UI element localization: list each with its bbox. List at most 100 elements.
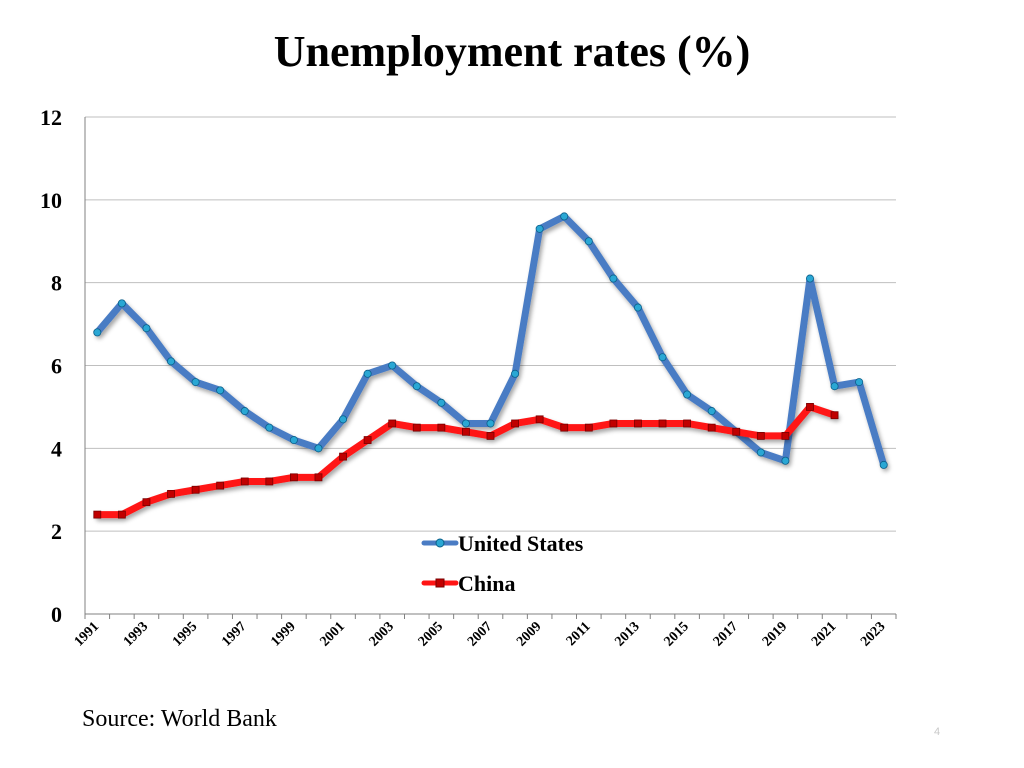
y-tick-label: 12 <box>40 105 62 130</box>
data-point-china <box>535 415 544 424</box>
data-point-china <box>117 510 126 519</box>
x-tick-label: 2013 <box>612 619 642 649</box>
series-line-united-states <box>93 212 888 469</box>
data-point-united-states <box>683 390 692 399</box>
data-point-china <box>486 432 495 440</box>
data-point-united-states <box>830 382 839 391</box>
data-point-united-states <box>879 460 888 469</box>
data-point-china <box>363 436 372 444</box>
series-layer <box>93 212 888 519</box>
data-point-china <box>93 510 102 519</box>
data-point-united-states <box>412 382 421 391</box>
legend-marker-united-states <box>435 538 445 548</box>
data-point-united-states <box>240 407 249 416</box>
x-tick-label: 2007 <box>465 619 495 649</box>
data-point-united-states <box>633 303 642 312</box>
x-tick-label: 1995 <box>170 619 200 649</box>
data-point-china <box>781 432 790 440</box>
legend-label-china: China <box>458 571 515 596</box>
data-point-china <box>756 432 765 440</box>
data-point-china <box>732 427 741 436</box>
series-united-states <box>93 212 888 469</box>
y-tick-label: 8 <box>51 271 62 296</box>
x-tick-label: 2023 <box>858 619 888 649</box>
data-point-united-states <box>781 456 790 465</box>
x-tick-label: 1997 <box>219 619 249 649</box>
data-point-united-states <box>805 274 814 283</box>
x-tick-label: 2015 <box>662 619 692 649</box>
data-point-united-states <box>363 369 372 378</box>
data-point-united-states <box>855 378 864 387</box>
x-tick-label: 2017 <box>711 619 741 649</box>
axes <box>84 117 897 619</box>
data-point-china <box>707 423 716 432</box>
data-point-china <box>830 411 839 420</box>
x-tick-label: 2011 <box>564 619 594 649</box>
x-tick-label: 1993 <box>121 619 151 649</box>
data-point-china <box>314 473 323 482</box>
y-axis-ticks: 0 2 4 6 8 10 12 <box>40 105 62 627</box>
series-china <box>93 403 839 519</box>
data-point-china <box>511 419 519 428</box>
data-point-united-states <box>461 419 470 428</box>
data-point-united-states <box>265 423 274 432</box>
data-point-united-states <box>707 407 716 416</box>
x-tick-label: 2005 <box>416 619 446 649</box>
data-point-united-states <box>339 415 348 424</box>
x-axis-ticks: 1991 1993 1995 1997 1999 2001 2003 2005 2007 2009… <box>72 619 889 649</box>
y-tick-label: 4 <box>51 436 62 461</box>
data-point-china <box>806 403 814 411</box>
data-point-united-states <box>167 357 176 366</box>
y-tick-label: 6 <box>51 354 62 379</box>
data-point-united-states <box>216 386 225 395</box>
y-tick-label: 0 <box>51 602 62 627</box>
chart-title: Unemployment rates (%) <box>273 27 751 76</box>
data-point-united-states <box>289 436 298 445</box>
data-point-china <box>167 489 175 498</box>
data-point-united-states <box>560 212 569 221</box>
data-point-china <box>584 423 593 432</box>
data-point-united-states <box>314 444 323 453</box>
y-tick-label: 2 <box>51 519 62 544</box>
data-point-china <box>388 419 397 428</box>
data-point-china <box>683 419 692 428</box>
legend: United States China <box>421 531 584 596</box>
data-point-china <box>609 419 618 428</box>
data-point-united-states <box>658 353 667 362</box>
data-point-china <box>339 452 347 461</box>
data-point-china <box>216 481 225 490</box>
data-point-united-states <box>117 299 126 308</box>
data-point-china <box>412 423 421 432</box>
data-point-united-states <box>388 361 397 370</box>
legend-item-china: China <box>421 571 515 596</box>
page-number: 4 <box>934 726 941 738</box>
y-tick-label: 10 <box>40 188 62 213</box>
data-point-china <box>658 419 667 428</box>
x-tick-label: 2019 <box>760 619 790 649</box>
data-point-china <box>462 427 470 436</box>
data-point-united-states <box>584 237 593 246</box>
grid-lines <box>85 116 896 532</box>
x-tick-label: 2021 <box>809 619 839 649</box>
data-point-china <box>634 419 642 428</box>
x-tick-label: 2003 <box>367 619 397 649</box>
data-point-united-states <box>511 369 520 378</box>
legend-label-united-states: United States <box>458 531 584 556</box>
data-point-united-states <box>535 224 544 233</box>
x-tick-label: 2009 <box>514 619 544 649</box>
data-point-china <box>265 477 274 486</box>
data-point-united-states <box>486 419 495 428</box>
data-point-china <box>240 477 249 486</box>
data-point-china <box>437 423 446 432</box>
data-point-united-states <box>437 398 446 407</box>
data-point-united-states <box>756 448 765 457</box>
line-chart: 0 2 4 6 8 10 12 1991 1993 1995 1997 1999 2001 2003 20… <box>40 105 897 650</box>
x-tick-label: 2001 <box>317 619 347 649</box>
source-note: Source: World Bank <box>82 706 277 732</box>
data-point-china <box>191 485 200 494</box>
legend-item-united-states: United States <box>421 531 584 556</box>
data-point-china <box>560 423 569 432</box>
data-point-united-states <box>93 328 102 337</box>
data-point-china <box>289 473 298 482</box>
data-point-united-states <box>142 324 151 333</box>
